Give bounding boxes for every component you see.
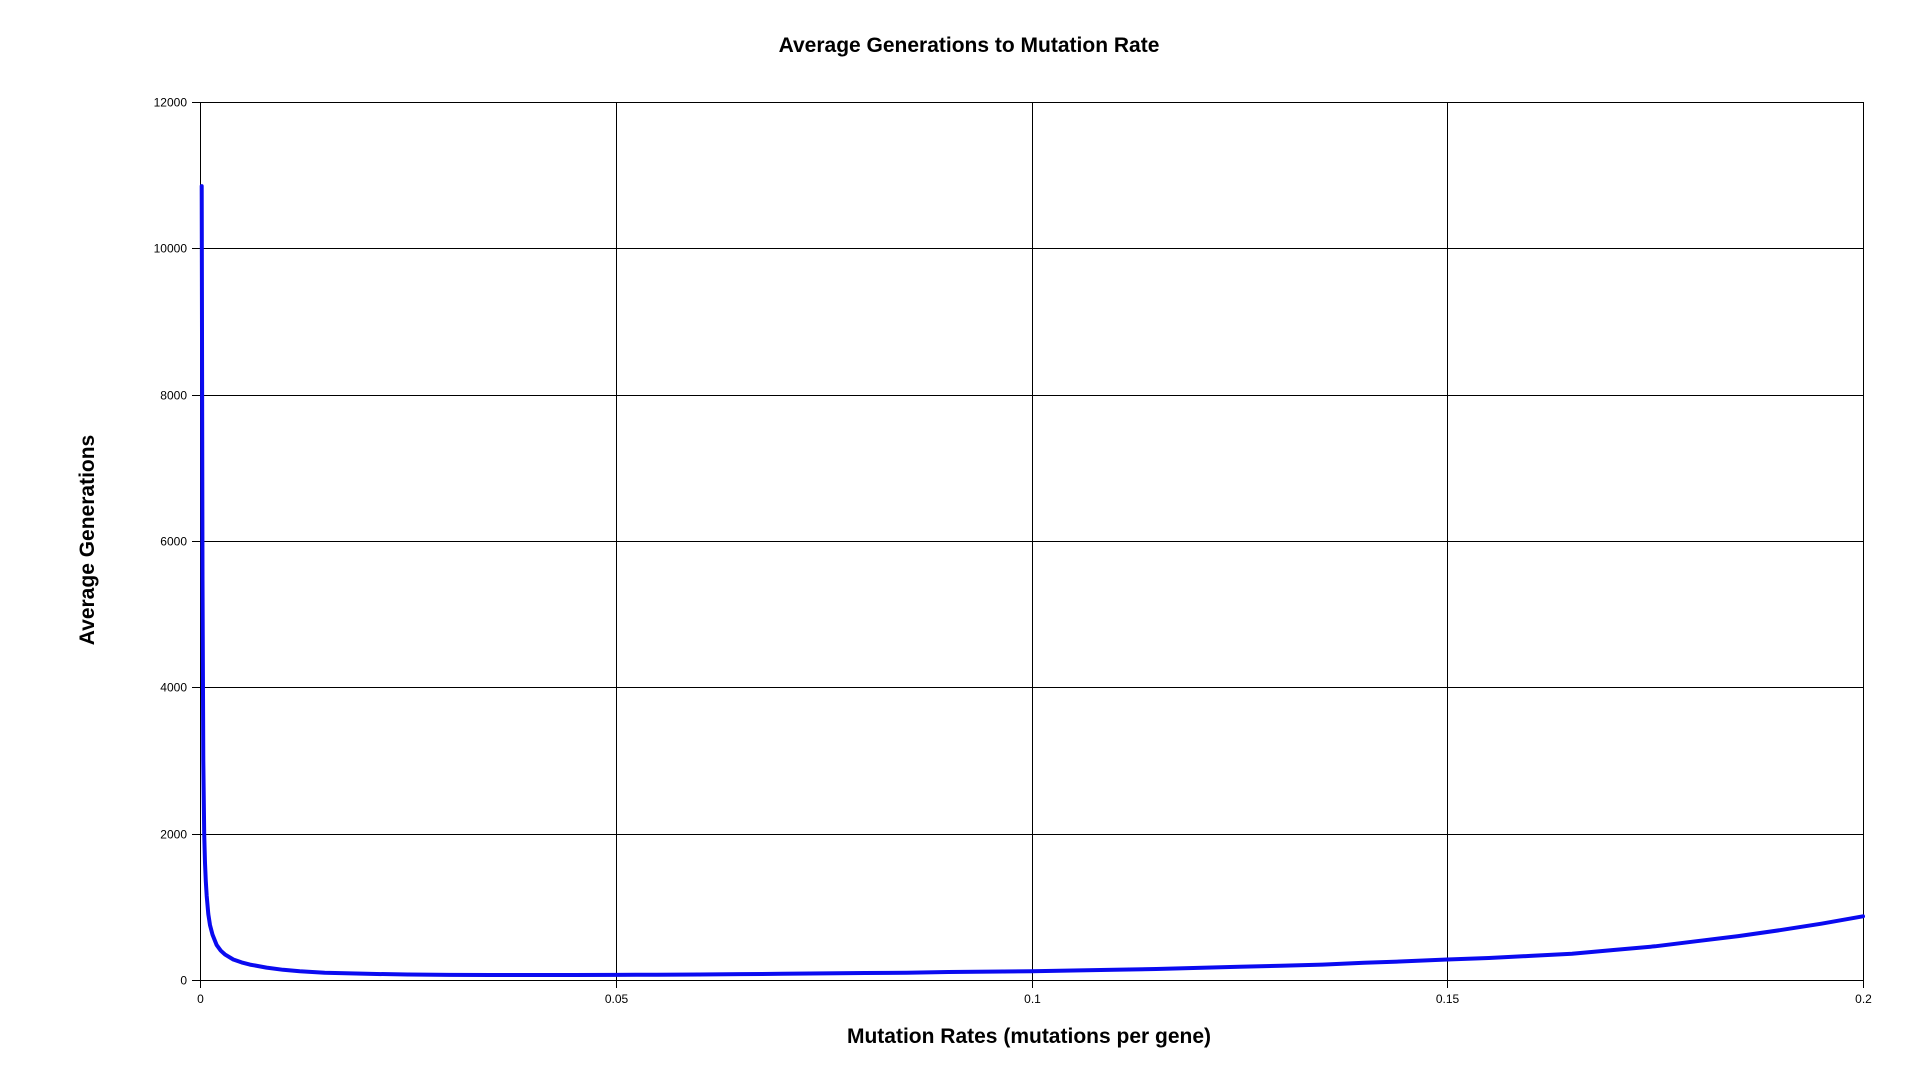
y-tick-label: 4000 (160, 681, 187, 695)
y-tick-label: 8000 (160, 389, 187, 403)
x-tick-label: 0.15 (1436, 992, 1460, 1006)
grid (200, 102, 1864, 981)
x-tick-label: 0 (197, 992, 204, 1006)
y-tick-label: 6000 (160, 535, 187, 549)
tick-labels: 0 2000 4000 6000 8000 10000 12000 0 0.05 0.1 0.15 0… (154, 96, 1873, 1007)
x-tick-label: 0.2 (1855, 992, 1872, 1006)
series-group (199, 184, 1865, 977)
y-tick-label: 0 (180, 974, 187, 988)
y-tick-label: 2000 (160, 828, 187, 842)
x-axis-title: Mutation Rates (mutations per gene) (847, 1025, 1211, 1048)
y-tick-label: 10000 (154, 242, 188, 256)
chart-title: Average Generations to Mutation Rate (779, 34, 1160, 57)
y-axis-title: Average Generations (76, 435, 99, 645)
series-line (199, 184, 1865, 977)
x-tick-label: 0.1 (1024, 992, 1041, 1006)
x-tick-label: 0.05 (605, 992, 629, 1006)
axes (192, 102, 1864, 988)
y-tick-label: 12000 (154, 96, 188, 110)
